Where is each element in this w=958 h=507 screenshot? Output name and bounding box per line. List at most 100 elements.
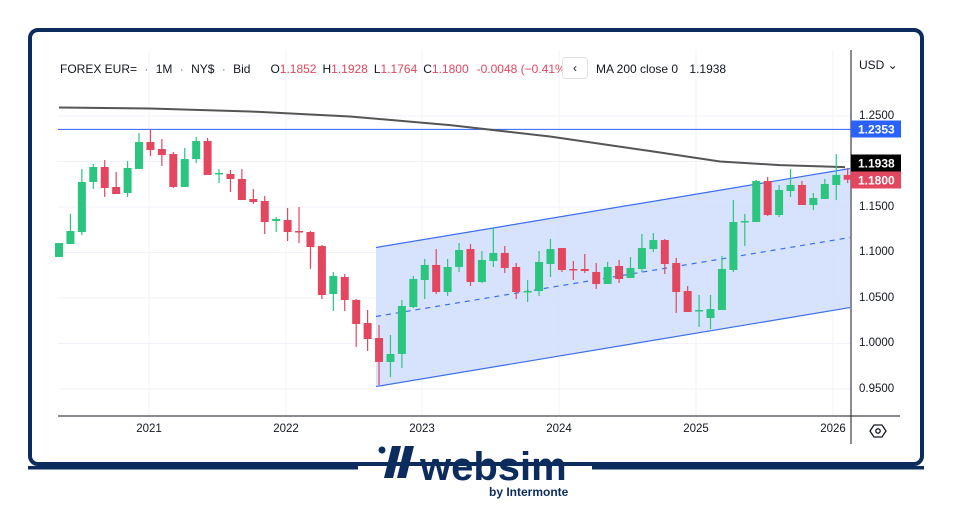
candle[interactable] <box>843 168 852 183</box>
candle[interactable] <box>226 169 235 192</box>
candle[interactable] <box>512 262 521 300</box>
candle[interactable] <box>77 168 86 236</box>
last-price-badge: 1.1800 <box>851 171 901 189</box>
candle[interactable] <box>592 262 601 289</box>
candle[interactable] <box>809 192 818 211</box>
change-value: -0.0048 (−0.41%) <box>476 62 570 76</box>
open-value: 1.1852 <box>279 62 317 76</box>
candle[interactable] <box>260 195 269 235</box>
logo-subtitle: by Intermonte <box>489 485 569 499</box>
candle[interactable] <box>329 271 338 312</box>
candle[interactable] <box>100 160 109 197</box>
price-tick: 1.2500 <box>859 110 895 122</box>
candle[interactable] <box>626 256 635 278</box>
chart-settings-button[interactable] <box>869 422 887 440</box>
candle[interactable] <box>523 279 532 303</box>
candle[interactable] <box>123 161 132 197</box>
candle[interactable] <box>249 188 258 204</box>
collapse-legend-button[interactable]: ‹ <box>562 57 588 79</box>
candle[interactable] <box>420 258 429 300</box>
candle[interactable] <box>397 300 406 368</box>
symbol-name[interactable]: FOREX EUR= <box>60 62 138 76</box>
open-label: O <box>270 62 280 76</box>
websim-logo: websim by Intermonte <box>0 444 958 502</box>
candle[interactable] <box>169 152 178 188</box>
candle[interactable] <box>820 178 829 199</box>
candle[interactable] <box>729 199 738 272</box>
candle[interactable] <box>89 163 98 189</box>
candle[interactable] <box>752 179 761 223</box>
candle[interactable] <box>832 154 841 200</box>
candle[interactable] <box>340 273 349 312</box>
candle[interactable] <box>717 255 726 311</box>
time-tick: 2022 <box>273 423 299 435</box>
candle[interactable] <box>66 214 75 245</box>
candle[interactable] <box>637 234 646 272</box>
candle[interactable] <box>466 244 475 286</box>
candle[interactable] <box>363 310 372 351</box>
time-tick: 2023 <box>409 423 435 435</box>
candle[interactable] <box>557 248 566 272</box>
candle[interactable] <box>409 275 418 309</box>
candle[interactable] <box>55 243 63 257</box>
ma-legend[interactable]: MA 200 close 0 1.1938 <box>596 62 726 76</box>
candle[interactable] <box>272 217 281 233</box>
candle[interactable] <box>180 148 189 187</box>
hline-price-badge: 1.2353 <box>851 120 901 138</box>
candle[interactable] <box>546 239 555 277</box>
candle[interactable] <box>763 176 772 217</box>
candle[interactable] <box>237 168 246 200</box>
candle[interactable] <box>112 171 121 194</box>
channel-middle-line[interactable] <box>375 236 851 318</box>
channel-lower-line[interactable] <box>375 306 851 388</box>
candle[interactable] <box>672 257 681 314</box>
candle[interactable] <box>797 180 806 205</box>
candle[interactable] <box>615 259 624 283</box>
ma-price-badge: 1.1938 <box>851 154 901 172</box>
candle[interactable] <box>569 260 578 280</box>
candle[interactable] <box>455 243 464 272</box>
candle[interactable] <box>695 294 704 328</box>
symbol-legend: FOREX EUR= · 1M · NY$ · Bid O 1.1852 H 1.1… <box>60 62 570 76</box>
candle[interactable] <box>375 325 384 385</box>
candle[interactable] <box>489 227 498 267</box>
close-label: C <box>423 62 432 76</box>
candle[interactable] <box>740 214 749 247</box>
candle[interactable] <box>306 231 315 269</box>
currency-selector[interactable]: USD ⌄ <box>859 58 898 72</box>
candle[interactable] <box>477 251 486 283</box>
candle[interactable] <box>603 261 612 284</box>
candle[interactable] <box>660 239 669 274</box>
time-tick: 2021 <box>136 423 162 435</box>
candle[interactable] <box>432 249 441 294</box>
candle[interactable] <box>317 245 326 300</box>
ma200-line[interactable] <box>58 106 846 169</box>
candle[interactable] <box>786 168 795 197</box>
candle[interactable] <box>215 168 224 183</box>
price-axis[interactable]: 1.2500 1.1500 1.1000 1.0500 1.0000 0.950… <box>851 50 901 416</box>
exchange: NY$ <box>191 62 215 76</box>
candle[interactable] <box>775 184 784 218</box>
candle[interactable] <box>203 138 212 175</box>
candle[interactable] <box>580 253 589 273</box>
candle[interactable] <box>500 246 509 273</box>
candle[interactable] <box>192 137 201 163</box>
candle[interactable] <box>157 139 166 166</box>
candle[interactable] <box>295 207 304 244</box>
price-tick: 1.0000 <box>859 337 895 349</box>
candle[interactable] <box>146 129 155 157</box>
chevron-left-icon: ‹ <box>573 61 577 75</box>
price-tick: 0.9500 <box>859 383 895 395</box>
candle[interactable] <box>443 258 452 296</box>
candle[interactable] <box>649 233 658 253</box>
candle[interactable] <box>386 335 395 377</box>
candle[interactable] <box>706 294 715 330</box>
candle[interactable] <box>683 285 692 313</box>
candle[interactable] <box>352 299 361 347</box>
candles[interactable] <box>55 129 852 385</box>
candle[interactable] <box>283 208 292 242</box>
high-label: H <box>322 62 332 76</box>
candle[interactable] <box>535 251 544 296</box>
candle[interactable] <box>135 133 144 169</box>
